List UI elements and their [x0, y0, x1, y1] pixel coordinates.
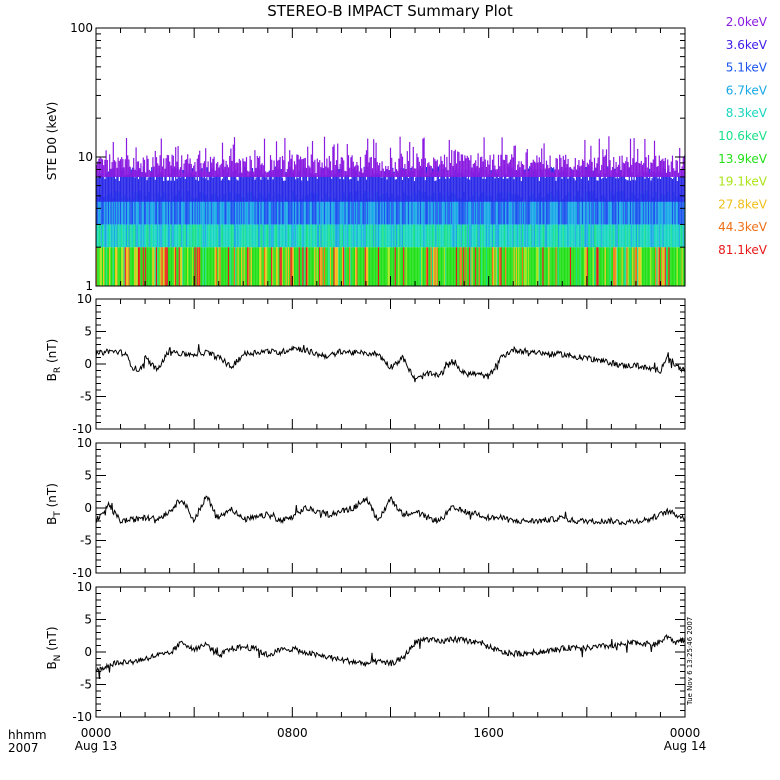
x-tick-label: 0800	[277, 726, 308, 740]
y-tick-label: 0	[84, 501, 92, 515]
y-tick-label: -10	[72, 566, 92, 580]
bt-panel: 10 5 0 -5 -10 BT (nT)	[45, 436, 686, 580]
legend-entry: 8.3keV	[726, 106, 768, 120]
legend-entry: 5.1keV	[726, 61, 768, 75]
legend-entry: 13.9keV	[718, 152, 768, 166]
spectrogram-ylabel: STE D0 (keV)	[45, 102, 59, 181]
legend-entry: 2.0keV	[726, 15, 768, 29]
y-tick-label: -10	[72, 710, 92, 724]
x-tick-label: 0000	[81, 726, 112, 740]
y-tick-label: 5	[84, 325, 92, 339]
y-tick-label: 10	[78, 150, 93, 164]
y-tick-label: -5	[80, 390, 92, 404]
bn-panel: 10 5 0 -5 -10 BN (nT)	[45, 580, 686, 724]
legend-entry: 44.3keV	[718, 220, 768, 234]
x-date-label: Aug 14	[664, 739, 707, 753]
legend-entry: 10.6keV	[718, 129, 768, 143]
y-tick-label: -5	[80, 534, 92, 548]
spectrogram-panel: 1 10 100 STE D0 (keV)	[45, 21, 686, 293]
legend-entry: 19.1keV	[718, 175, 768, 189]
y-tick-label: -10	[72, 422, 92, 436]
y-tick-label: 0	[84, 357, 92, 371]
field-trace	[95, 344, 686, 383]
y-tick-label: 10	[77, 580, 92, 594]
y-tick-label: 100	[70, 21, 93, 35]
corner-label-hhmm: hhmm	[8, 728, 47, 742]
x-tick-label: 0000	[670, 726, 701, 740]
legend-entry: 81.1keV	[718, 243, 768, 257]
field-ylabel: BN (nT)	[45, 626, 63, 669]
y-tick-label: 10	[77, 436, 92, 450]
x-tick-label: 1600	[473, 726, 504, 740]
y-tick-label: -5	[80, 678, 92, 692]
plot-title: STEREO-B IMPACT Summary Plot	[267, 2, 513, 20]
corner-label-year: 2007	[8, 741, 39, 755]
timestamp: Tue Nov 6 13:25:46 2007	[686, 617, 694, 706]
legend-entry: 27.8keV	[718, 197, 768, 211]
field-ylabel: BR (nT)	[45, 339, 63, 382]
field-trace	[95, 634, 686, 680]
x-date-label: Aug 13	[75, 739, 118, 753]
br-panel: 10 5 0 -5 -10 BR (nT)	[45, 292, 686, 436]
y-tick-label: 1	[85, 279, 93, 293]
field-ylabel: BT (nT)	[45, 483, 63, 525]
energy-legend: 2.0keV 3.6keV 5.1keV 6.7keV 8.3keV 10.6keV 13.…	[718, 15, 768, 257]
y-tick-label: 5	[84, 613, 92, 627]
field-trace	[95, 495, 686, 526]
legend-entry: 6.7keV	[726, 83, 768, 97]
y-tick-label: 5	[84, 469, 92, 483]
y-tick-label: 0	[84, 645, 92, 659]
legend-entry: 3.6keV	[726, 38, 768, 52]
y-tick-label: 10	[77, 292, 92, 306]
